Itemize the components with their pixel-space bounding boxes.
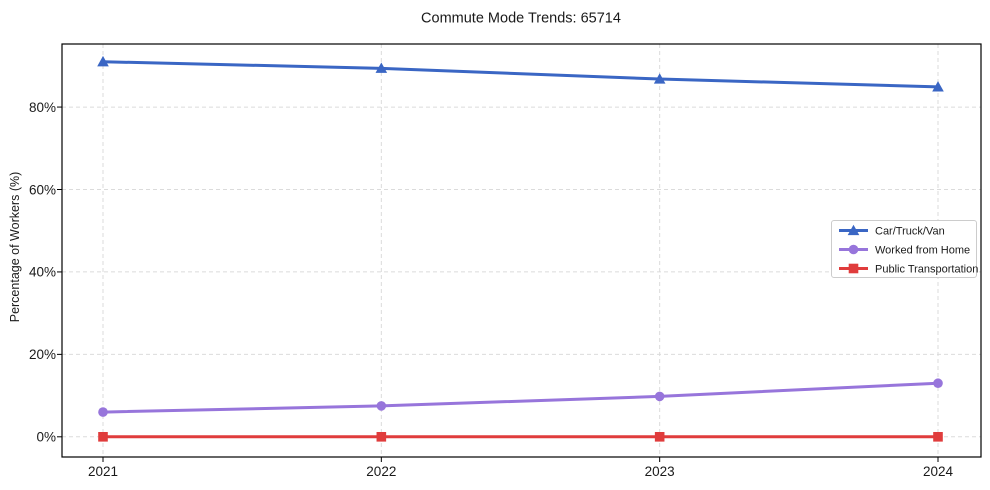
y-tick-label-40: 40% [29, 265, 56, 280]
legend: Car/Truck/Van Worked from Home Public Tran… [831, 220, 978, 278]
legend-label-worked-from-home: Worked from Home [875, 245, 970, 257]
marker-public-transportation-2022 [376, 432, 387, 442]
y-tick-label-60: 60% [29, 182, 56, 197]
x-tick-label-2024: 2024 [923, 464, 954, 479]
line-worked-from-home [101, 381, 940, 414]
x-tick-label-2022: 2022 [366, 464, 396, 479]
x-tick-label-2021: 2021 [88, 464, 118, 479]
line-car-truck-van [101, 60, 940, 89]
legend-item-worked-from-home: Worked from Home [839, 245, 970, 257]
marker-worked-from-home-2024 [933, 378, 943, 389]
marker-car-truck-van-2024 [932, 81, 944, 92]
marker-car-truck-van-2023 [653, 73, 666, 84]
marker-car-truck-van-2022 [375, 62, 388, 73]
series-car-truck-van [97, 55, 944, 92]
y-tick-label-20: 20% [29, 347, 56, 362]
marker-public-transportation-2021 [98, 432, 108, 442]
legend-box [831, 220, 977, 278]
marker-public-transportation-2024 [933, 432, 943, 442]
marker-worked-from-home-2022 [376, 401, 387, 411]
legend-marker-public-transportation [848, 263, 859, 274]
legend-label-car-truck-van: Car/Truck/Van [875, 226, 945, 238]
series-worked-from-home [98, 378, 943, 417]
plot-frame [61, 43, 982, 458]
marker-car-truck-van-2021 [97, 55, 109, 67]
legend-marker-car-truck-van [847, 224, 860, 236]
legend-label-public-transportation: Public Transportation [875, 264, 978, 276]
marker-worked-from-home-2023 [654, 391, 665, 402]
legend-marker-worked-from-home [848, 244, 859, 255]
legend-item-public-transportation: Public Transportation [839, 264, 978, 276]
marker-worked-from-home-2021 [98, 407, 108, 417]
y-axis-label: Percentage of Workers (%) [8, 172, 22, 323]
chart-title: Commute Mode Trends: 65714 [421, 11, 621, 27]
series-public-transportation [98, 432, 943, 442]
x-tick-label-2023: 2023 [645, 464, 675, 479]
plot-area: 0% 20% 40% 60% 80% 2021 2022 2023 2024 Car/Truck/… [29, 43, 982, 479]
legend-item-car-truck-van: Car/Truck/Van [839, 224, 945, 238]
marker-public-transportation-2023 [654, 432, 665, 442]
y-tick-label-80: 80% [29, 100, 56, 115]
y-tick-label-0: 0% [36, 430, 56, 445]
